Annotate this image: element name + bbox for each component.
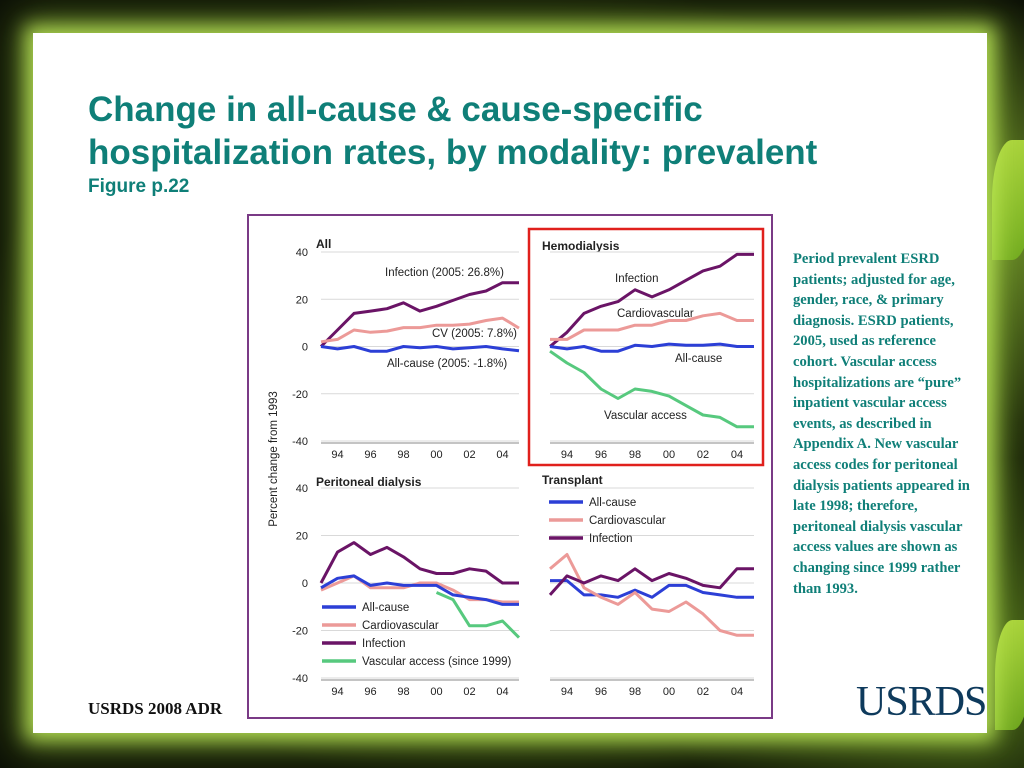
slide-title: Change in all-cause & cause-specific hos… [88, 90, 818, 172]
footer-source: USRDS 2008 ADR [88, 699, 223, 718]
series-line-all-cause [550, 579, 754, 599]
y-tick-label: 40 [296, 483, 308, 495]
series-line-infection [319, 541, 519, 585]
series-line-infection [548, 567, 754, 596]
series-annotation: Infection [615, 273, 658, 285]
x-tick-label: 04 [496, 686, 508, 698]
x-tick-label: 98 [629, 449, 641, 461]
x-tick-label: 00 [663, 686, 675, 698]
series-annotation: Cardiovascular [617, 308, 694, 320]
legend-label: Infection [362, 638, 405, 650]
x-tick-label: 04 [496, 449, 508, 461]
panel-title: Transplant [542, 473, 603, 487]
x-tick-label: 96 [595, 449, 607, 461]
x-tick-label: 02 [697, 449, 709, 461]
series-annotation: CV (2005: 7.8%) [432, 328, 517, 340]
slide-subtitle: Figure p.22 [88, 176, 190, 197]
legend-label: All-cause [362, 602, 409, 614]
highlight-box [527, 227, 765, 467]
series-line-cardiovascular [550, 311, 754, 341]
x-tick-label: 00 [430, 449, 442, 461]
x-tick-label: 98 [397, 449, 409, 461]
x-tick-label: 02 [463, 686, 475, 698]
legend-label: Infection [589, 533, 632, 545]
legend-label: Cardiovascular [362, 620, 439, 632]
decorative-leaf [995, 620, 1024, 730]
series-line-cardiovascular [549, 553, 754, 637]
x-tick-label: 94 [331, 449, 343, 461]
x-tick-label: 96 [364, 449, 376, 461]
y-tick-label: 0 [302, 342, 308, 354]
series-line-vascular-access [549, 349, 754, 429]
x-tick-label: 98 [397, 686, 409, 698]
legend-label: Cardiovascular [589, 515, 666, 527]
y-tick-label: 20 [296, 531, 308, 543]
series-line-infection [549, 252, 754, 348]
x-tick-label: 02 [463, 449, 475, 461]
series-line-all-cause [320, 574, 519, 606]
y-tick-label: -40 [292, 673, 308, 685]
figure-note: Period prevalent ESRD patients; adjusted… [793, 251, 970, 597]
x-tick-label: 96 [595, 686, 607, 698]
series-line-infection [319, 281, 519, 348]
x-tick-label: 94 [561, 449, 573, 461]
series-annotation: Vascular access [604, 410, 687, 422]
x-tick-label: 96 [364, 686, 376, 698]
x-tick-label: 04 [731, 686, 743, 698]
figure-frame [247, 214, 773, 719]
panel-title: All [316, 237, 331, 251]
y-tick-label: -40 [292, 436, 308, 448]
y-tick-label: -20 [292, 626, 308, 638]
x-tick-label: 00 [430, 686, 442, 698]
y-tick-label: 20 [296, 294, 308, 306]
series-line-all-cause [549, 342, 754, 353]
series-line-cardiovascular [320, 316, 520, 344]
series-line-cardiovascular [320, 574, 519, 604]
series-annotation: Infection (2005: 26.8%) [385, 267, 504, 279]
series-line-all-cause [320, 345, 520, 353]
x-tick-label: 98 [629, 686, 641, 698]
y-tick-label: -20 [292, 389, 308, 401]
legend-label: Vascular access (since 1999) [362, 656, 512, 668]
series-line-vascular-access [435, 591, 521, 639]
decorative-leaf [992, 140, 1024, 260]
usrds-logo: USRDS [856, 679, 987, 725]
x-tick-label: 94 [331, 686, 343, 698]
y-tick-label: 40 [296, 247, 308, 259]
x-tick-label: 02 [697, 686, 709, 698]
y-tick-label: 0 [302, 578, 308, 590]
panel-title: Hemodialysis [542, 239, 620, 253]
series-annotation: All-cause [675, 353, 722, 365]
x-tick-label: 00 [663, 449, 675, 461]
legend-label: All-cause [589, 497, 636, 509]
figure-chart: All 40 20 0 -20 -40 94 96 98 00 02 04 Infection (200… [268, 227, 765, 698]
series-annotation: All-cause (2005: -1.8%) [387, 358, 507, 370]
y-axis-label: Percent change from 1993 [268, 391, 280, 527]
x-tick-label: 94 [561, 686, 573, 698]
panel-title: Peritoneal dialysis [316, 475, 422, 489]
x-tick-label: 04 [731, 449, 743, 461]
